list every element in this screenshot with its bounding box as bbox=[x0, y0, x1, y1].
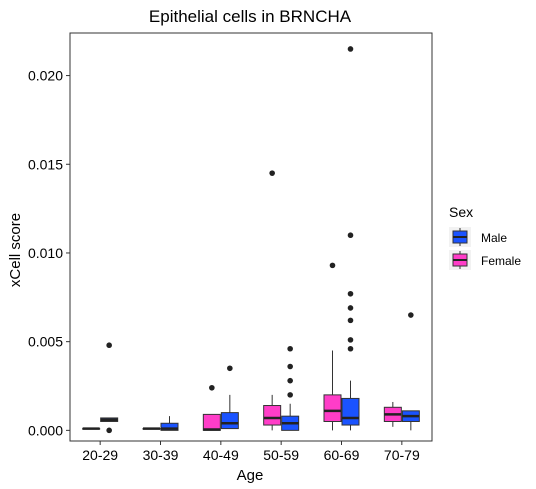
box-body bbox=[341, 397, 360, 426]
y-tick-label: 0.015 bbox=[28, 156, 63, 172]
legend-label-female: Female bbox=[481, 254, 521, 268]
box-body bbox=[160, 422, 179, 431]
outlier-point bbox=[347, 345, 354, 352]
box-body bbox=[323, 394, 342, 422]
legend-title: Sex bbox=[449, 204, 473, 220]
chart-title: Epithelial cells in BRNCHA bbox=[149, 7, 352, 26]
outlier-point bbox=[408, 312, 414, 318]
box-male-50-59 bbox=[281, 345, 300, 431]
box-female-70-79 bbox=[383, 401, 402, 427]
outlier-point bbox=[269, 170, 275, 176]
outlier-point bbox=[227, 365, 233, 372]
outlier-point bbox=[106, 427, 112, 434]
outlier-point bbox=[287, 392, 293, 398]
box-male-20-29 bbox=[100, 342, 119, 434]
outlier-point bbox=[209, 384, 215, 391]
box-female-60-69 bbox=[323, 262, 342, 431]
legend: Sex Male Female bbox=[449, 204, 521, 270]
y-tick-label: 0.020 bbox=[28, 68, 63, 84]
box-male-60-69 bbox=[341, 46, 360, 431]
x-tick-label: 50-59 bbox=[263, 447, 299, 463]
box-male-70-79 bbox=[401, 312, 420, 431]
x-axis: 20-29 30-39 40-49 50-59 60-69 70-79 bbox=[82, 441, 420, 463]
plot-panel bbox=[69, 32, 433, 442]
box-body bbox=[263, 405, 282, 426]
y-tick-label: 0.010 bbox=[28, 245, 63, 261]
outlier-point bbox=[347, 232, 354, 239]
outlier-point bbox=[106, 342, 112, 349]
legend-label-male: Male bbox=[481, 231, 507, 245]
box-female-50-59 bbox=[263, 170, 282, 431]
x-tick-label: 60-69 bbox=[324, 447, 360, 463]
box-series bbox=[82, 46, 420, 434]
outlier-point bbox=[287, 345, 293, 352]
x-tick-label: 30-39 bbox=[143, 447, 179, 463]
y-axis: 0.000 0.005 0.010 0.015 0.020 bbox=[28, 68, 70, 438]
box-male-30-39 bbox=[160, 416, 179, 431]
outlier-point bbox=[347, 317, 354, 324]
box-body bbox=[220, 412, 239, 430]
outlier-point bbox=[287, 363, 293, 370]
y-tick-label: 0.000 bbox=[28, 422, 63, 438]
y-axis-label: xCell score bbox=[7, 213, 24, 287]
outlier-point bbox=[347, 46, 354, 52]
box-female-30-39 bbox=[142, 427, 161, 430]
outlier-point bbox=[347, 305, 354, 311]
outlier-point bbox=[287, 377, 293, 384]
x-tick-label: 40-49 bbox=[203, 447, 239, 463]
outlier-point bbox=[347, 337, 354, 343]
x-tick-label: 20-29 bbox=[82, 447, 118, 463]
outlier-point bbox=[347, 290, 354, 297]
box-female-20-29 bbox=[82, 427, 101, 430]
outlier-point bbox=[329, 262, 336, 269]
y-tick-label: 0.005 bbox=[28, 334, 63, 350]
box-female-40-49 bbox=[202, 384, 221, 431]
box-male-40-49 bbox=[220, 365, 239, 430]
box-body bbox=[202, 413, 221, 431]
x-tick-label: 70-79 bbox=[384, 447, 420, 463]
x-axis-label: Age bbox=[237, 467, 264, 484]
